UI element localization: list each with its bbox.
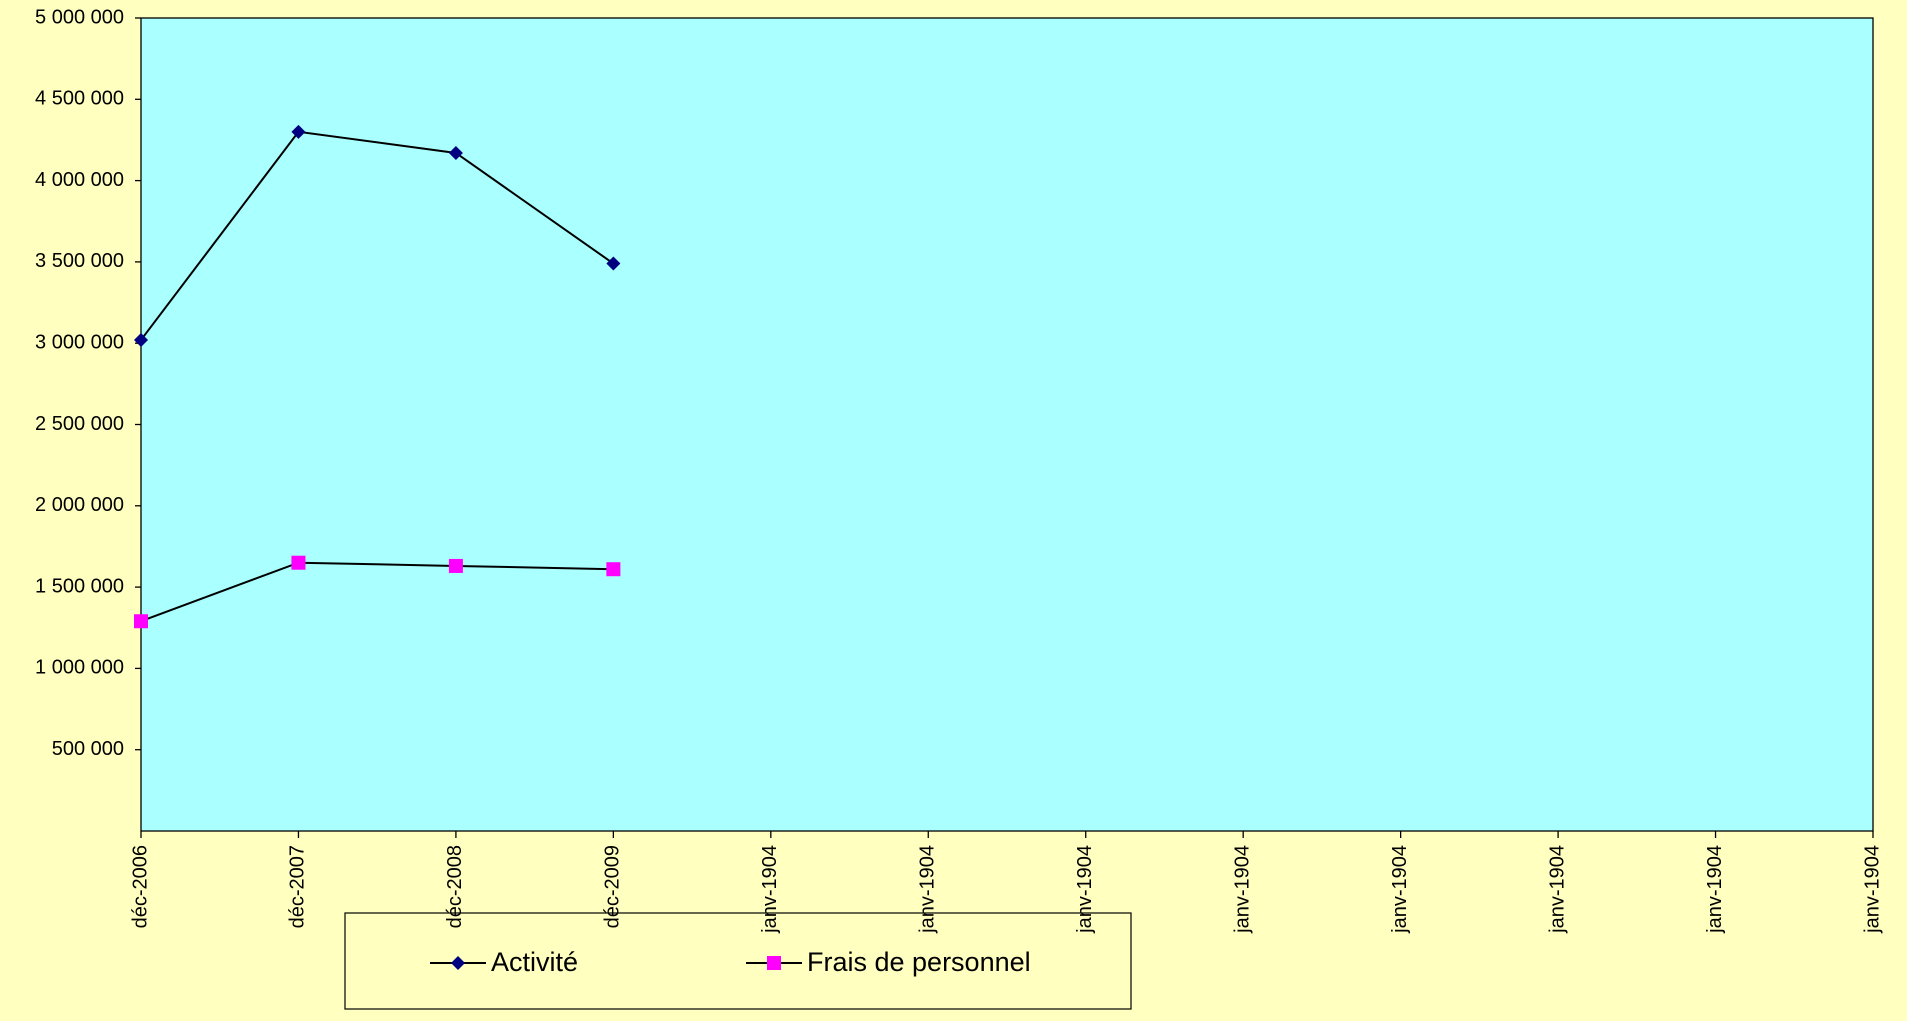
data-point	[606, 562, 621, 577]
x-tick-label: janv-1904	[1231, 845, 1253, 934]
series-line	[140, 561, 614, 623]
y-tick-label: 4 000 000	[35, 169, 124, 191]
data-point	[606, 256, 621, 271]
y-tick-label: 4 500 000	[35, 88, 124, 110]
x-tick-label: janv-1904	[1389, 845, 1411, 934]
x-tick-label: déc-2007	[287, 845, 309, 928]
data-point	[448, 558, 463, 573]
data-point	[448, 145, 463, 160]
x-tick-label: janv-1904	[759, 845, 781, 934]
x-tick-label: déc-2008	[444, 845, 466, 928]
legend-marker	[451, 956, 465, 970]
legend-label: Activité	[491, 947, 578, 977]
x-tick-label: déc-2009	[602, 845, 624, 928]
data-point	[134, 332, 148, 347]
y-tick-label: 1 000 000	[35, 657, 124, 679]
data-point	[134, 614, 148, 629]
y-tick-label: 2 000 000	[35, 494, 124, 516]
x-tick-label: déc-2006	[129, 845, 151, 928]
series-line	[140, 130, 614, 341]
y-tick-label: 2 500 000	[35, 413, 124, 435]
legend	[344, 912, 1132, 1010]
y-tick-label: 1 500 000	[35, 575, 124, 597]
y-tick-label: 3 000 000	[35, 331, 124, 353]
legend-marker	[767, 956, 781, 970]
x-tick-label: janv-1904	[1074, 845, 1096, 934]
data-point	[291, 124, 306, 139]
y-tick-label: 3 500 000	[35, 250, 124, 272]
x-tick-label: janv-1904	[1704, 845, 1726, 934]
y-tick-label: 5 000 000	[35, 6, 124, 28]
x-tick-label: janv-1904	[917, 845, 939, 934]
plot-area	[140, 17, 1874, 832]
y-tick-label: 500 000	[52, 738, 124, 760]
data-point	[291, 555, 306, 570]
x-tick-label: janv-1904	[1546, 845, 1568, 934]
legend-label: Frais de personnel	[807, 947, 1031, 977]
x-tick-label: janv-1904	[1861, 845, 1883, 934]
